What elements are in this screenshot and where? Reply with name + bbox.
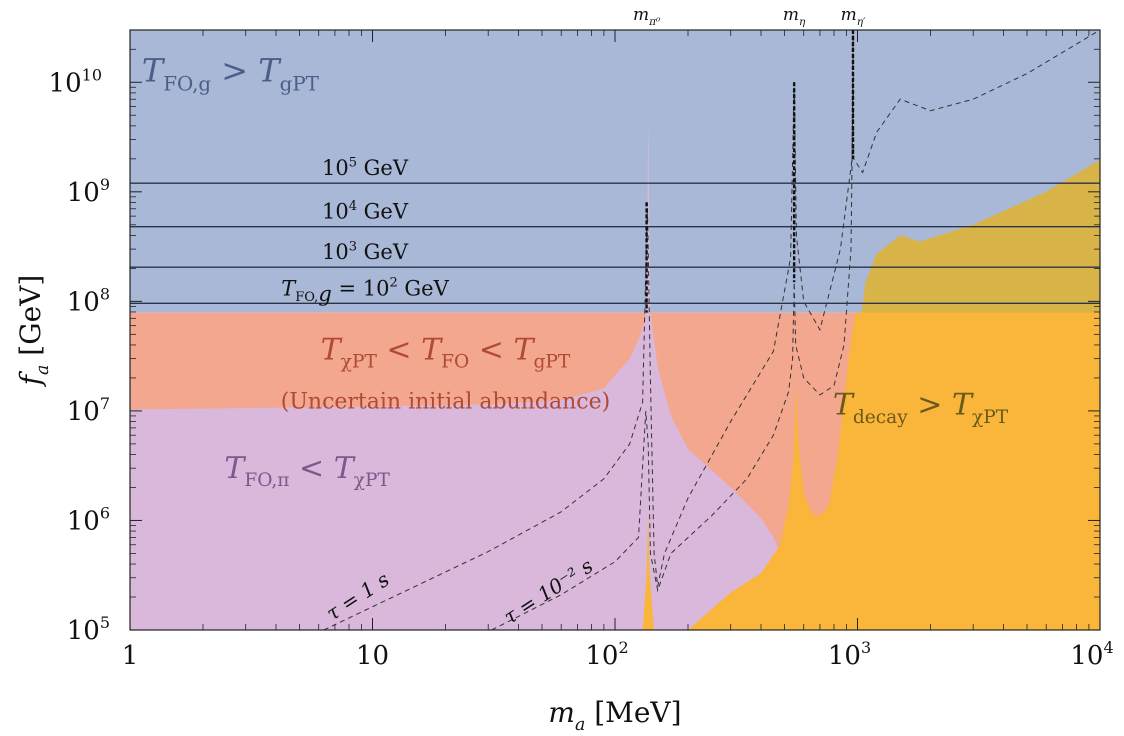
plot-area [130,30,1100,630]
region-label-uncertain: TχPT < TFO < TgPT [321,332,571,372]
resonance-label-0: mπ⁰ [633,5,661,28]
y-tick-label-5: 1010 [49,65,102,98]
y-axis-label: fa [GeV] [14,275,53,388]
chart-labels: 1 10 102 103 104 105 106 107 108 109 1010 ma [MeV] f… [14,5,1114,735]
resonance-label-1: mη [783,5,806,28]
tfo-line-label-1: 104 GeV [322,199,409,224]
y-tick-label-2: 107 [67,394,110,427]
region-decay-pion-peak [642,511,655,630]
region-label-decay: Tdecay > TχPT [833,387,1009,427]
region-decay-overlap [855,160,1100,313]
axis-ticks [129,29,1101,631]
x-axis-label: ma [MeV] [548,696,681,735]
y-tick-label-3: 108 [67,284,110,317]
y-tick-label-0: 105 [67,613,110,646]
resonance-label-2: mη′ [841,5,866,28]
region-label-gpt: TFO,g > TgPT [142,52,320,96]
region-piFO-below-chiPT [130,115,1100,630]
x-tick-label-4: 104 [1070,638,1113,671]
tfo-line-label-0: 105 GeV [322,155,409,180]
x-tick-label-0: 1 [122,641,139,671]
x-tick-label-2: 102 [585,638,628,671]
x-tick-label-1: 10 [356,641,389,671]
y-tick-label-1: 106 [67,503,110,536]
region-label-abundance: (Uncertain initial abundance) [281,389,610,414]
y-tick-label-4: 109 [67,175,110,208]
tfo-line-label-2: 103 GeV [322,239,409,264]
x-tick-label-3: 103 [828,638,871,671]
region-gFO-above-gPT [130,30,1100,313]
tau-curve-0 [323,30,1100,630]
tau-curve-1 [491,82,854,630]
region-label-pion: TFO,π < TχPT [224,451,390,491]
tfo-line-label-3: TFO,g = 102 GeV [281,275,449,306]
